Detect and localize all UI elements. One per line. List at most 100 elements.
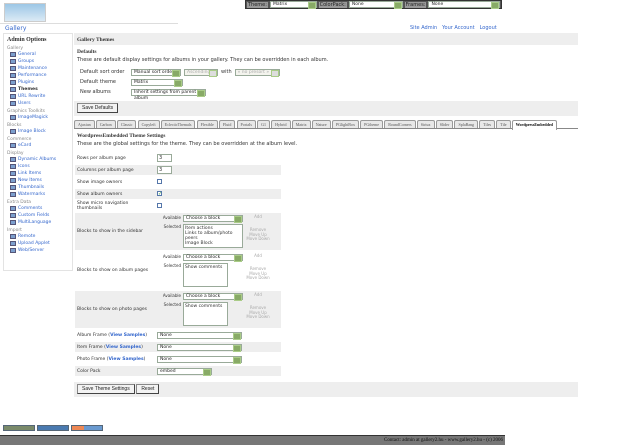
selected-blocks-list[interactable]: Show comments — [183, 263, 228, 287]
tab-pglightbox[interactable]: PGlightBox — [331, 120, 359, 128]
tab-pgtheme[interactable]: PGtheme — [360, 120, 384, 128]
tab-flexible[interactable]: Flexible — [196, 120, 218, 128]
sidebar-item-groups[interactable]: Groups — [7, 58, 69, 65]
sidebar-item-users[interactable]: Users — [7, 100, 69, 107]
remove-button[interactable]: Remove — [249, 227, 267, 232]
tab-wordpressembedded[interactable]: WordpressEmbedded — [511, 120, 557, 130]
move-down-button[interactable]: Move Down — [246, 314, 270, 319]
list-item[interactable]: Show comments — [185, 265, 223, 270]
selected-blocks-list[interactable]: Item actions Links to album/photo peers Im… — [183, 224, 243, 248]
sort-order-select[interactable]: Manual sort order — [131, 68, 181, 77]
site-admin-link[interactable]: Site Admin — [410, 25, 438, 31]
add-button[interactable]: Add — [254, 214, 262, 219]
reset-button[interactable]: Reset — [136, 384, 160, 394]
item-frame-select[interactable]: None — [157, 343, 242, 352]
cols-input[interactable]: 3 — [157, 166, 172, 174]
sidebar-item-custom-fields[interactable]: Custom Fields — [7, 212, 69, 219]
logout-link[interactable]: Logout — [479, 25, 497, 31]
tab-matrix[interactable]: Matrix — [291, 120, 311, 128]
sidebar-item-url-rewrite[interactable]: URL Rewrite — [7, 93, 69, 100]
list-item[interactable]: Image Block — [185, 241, 213, 246]
remove-button[interactable]: Remove — [249, 266, 267, 271]
view-samples-link[interactable]: View Samples — [110, 332, 146, 338]
tab-nature[interactable]: Nature — [311, 120, 331, 128]
table-row: Blocks to show on photo pages Available … — [75, 291, 281, 328]
sidebar-item-remote[interactable]: Remote — [7, 233, 69, 240]
tab-splabang[interactable]: SplaBang — [454, 120, 479, 128]
move-up-button[interactable]: Move Up — [249, 309, 267, 315]
selected-blocks-list[interactable]: Show comments — [183, 302, 228, 326]
available-block-select[interactable]: Choose a block — [183, 293, 243, 301]
tab-portais[interactable]: PortaIs — [236, 120, 256, 128]
view-samples-link[interactable]: View Samples — [105, 344, 142, 350]
available-block-select[interactable]: Choose a block — [183, 254, 243, 262]
settings-table: Rows per album page 3 Columns per album p… — [75, 151, 281, 378]
remove-button[interactable]: Remove — [249, 305, 267, 310]
add-button[interactable]: Add — [254, 292, 262, 297]
tab-fluid[interactable]: Fluid — [218, 120, 236, 128]
sidebar-item-icons[interactable]: Icons — [7, 163, 69, 170]
tab-roundcorners[interactable]: RoundCorners — [384, 120, 416, 128]
list-item[interactable]: Item actions — [185, 226, 213, 231]
sidebar-item-multilanguage[interactable]: MultiLanguage — [7, 219, 69, 226]
move-up-button[interactable]: Move Up — [249, 270, 267, 276]
sidebar-item-thumbnails[interactable]: Thumbnails — [7, 184, 69, 191]
sidebar-item-ecard[interactable]: eCard — [7, 142, 69, 149]
tab-copyleft[interactable]: Copyleft — [137, 120, 160, 128]
color-pack-select[interactable]: embed — [157, 367, 212, 376]
tab-g1[interactable]: G1 — [257, 120, 270, 128]
tab-tile[interactable]: Tile — [496, 120, 511, 128]
colorpack-select[interactable]: None — [348, 1, 403, 9]
photo-frame-select[interactable]: None — [157, 355, 242, 364]
show-image-owners-checkbox[interactable] — [157, 178, 162, 184]
sidebar-item-dynamic-albums[interactable]: Dynamic Albums — [7, 156, 69, 163]
valid-xhtml-badge[interactable] — [3, 425, 35, 431]
tab-ajaxian[interactable]: Ajaxian — [74, 120, 95, 128]
your-account-link[interactable]: Your Account — [442, 25, 475, 31]
tab-tiles[interactable]: Tiles — [479, 120, 496, 128]
sidebar-item-performance[interactable]: Performance — [7, 72, 69, 79]
sidebar-item-new-items[interactable]: New Items — [7, 177, 69, 184]
breadcrumb-gallery[interactable]: Gallery — [5, 25, 27, 32]
sidebar-item-comments[interactable]: Comments — [7, 205, 69, 212]
table-row: Album Frame (View Samples) None — [75, 330, 281, 340]
move-up-button[interactable]: Move Up — [249, 231, 267, 237]
sidebar-item-maintenance[interactable]: Maintenance — [7, 65, 69, 72]
sidebar-item-watermarks[interactable]: Watermarks — [7, 191, 69, 198]
tab-classic[interactable]: Classic — [116, 120, 137, 128]
sidebar-item-upload-applet[interactable]: Upload Applet — [7, 240, 69, 247]
tab-eclecticthemals[interactable]: EclecticThemals — [160, 120, 196, 128]
sidebar-item-general[interactable]: General — [7, 51, 69, 58]
show-album-owners-checkbox[interactable]: ✓ — [157, 191, 163, 197]
new-albums-select[interactable]: Inherit settings from parent album — [131, 88, 206, 101]
theme-select[interactable]: Matrix — [269, 1, 317, 9]
list-item[interactable]: Links to album/photo peers — [185, 231, 233, 241]
sidebar-item-link-items[interactable]: Link Items — [7, 170, 69, 177]
frames-select[interactable]: None — [428, 1, 501, 9]
tab-carbon[interactable]: Carbon — [95, 120, 116, 128]
default-theme-select[interactable]: Matrix — [131, 78, 183, 87]
help-badge[interactable] — [71, 425, 103, 431]
sidebar-item-plugins[interactable]: Plugins — [7, 79, 69, 86]
list-item[interactable]: Show comments — [185, 304, 223, 309]
image-block-icon — [10, 129, 16, 134]
gallery-badge[interactable] — [37, 425, 69, 431]
view-samples-link[interactable]: View Samples — [108, 356, 144, 362]
available-block-select[interactable]: Choose a block — [183, 215, 243, 223]
save-defaults-button[interactable]: Save Defaults — [77, 103, 119, 113]
show-micro-checkbox[interactable] — [157, 202, 162, 208]
sidebar-item-web-server[interactable]: Web/Server — [7, 247, 69, 254]
album-frame-select[interactable]: None — [157, 331, 242, 340]
rows-input[interactable]: 3 — [157, 154, 172, 162]
gallery-logo[interactable] — [4, 3, 46, 22]
save-theme-settings-button[interactable]: Save Theme Settings — [77, 384, 135, 394]
sidebar-item-imagemagick[interactable]: ImageMagick — [7, 114, 69, 121]
add-button[interactable]: Add — [254, 253, 262, 258]
sidebar-item-themes[interactable]: Themes — [7, 86, 69, 93]
move-down-button[interactable]: Move Down — [246, 236, 270, 241]
tab-siriux[interactable]: Siriux — [416, 120, 435, 128]
sidebar-item-image-block[interactable]: Image Block — [7, 128, 69, 135]
tab-hybrid[interactable]: Hybrid — [271, 120, 291, 128]
move-down-button[interactable]: Move Down — [246, 275, 270, 280]
tab-slider[interactable]: Slider — [435, 120, 454, 128]
